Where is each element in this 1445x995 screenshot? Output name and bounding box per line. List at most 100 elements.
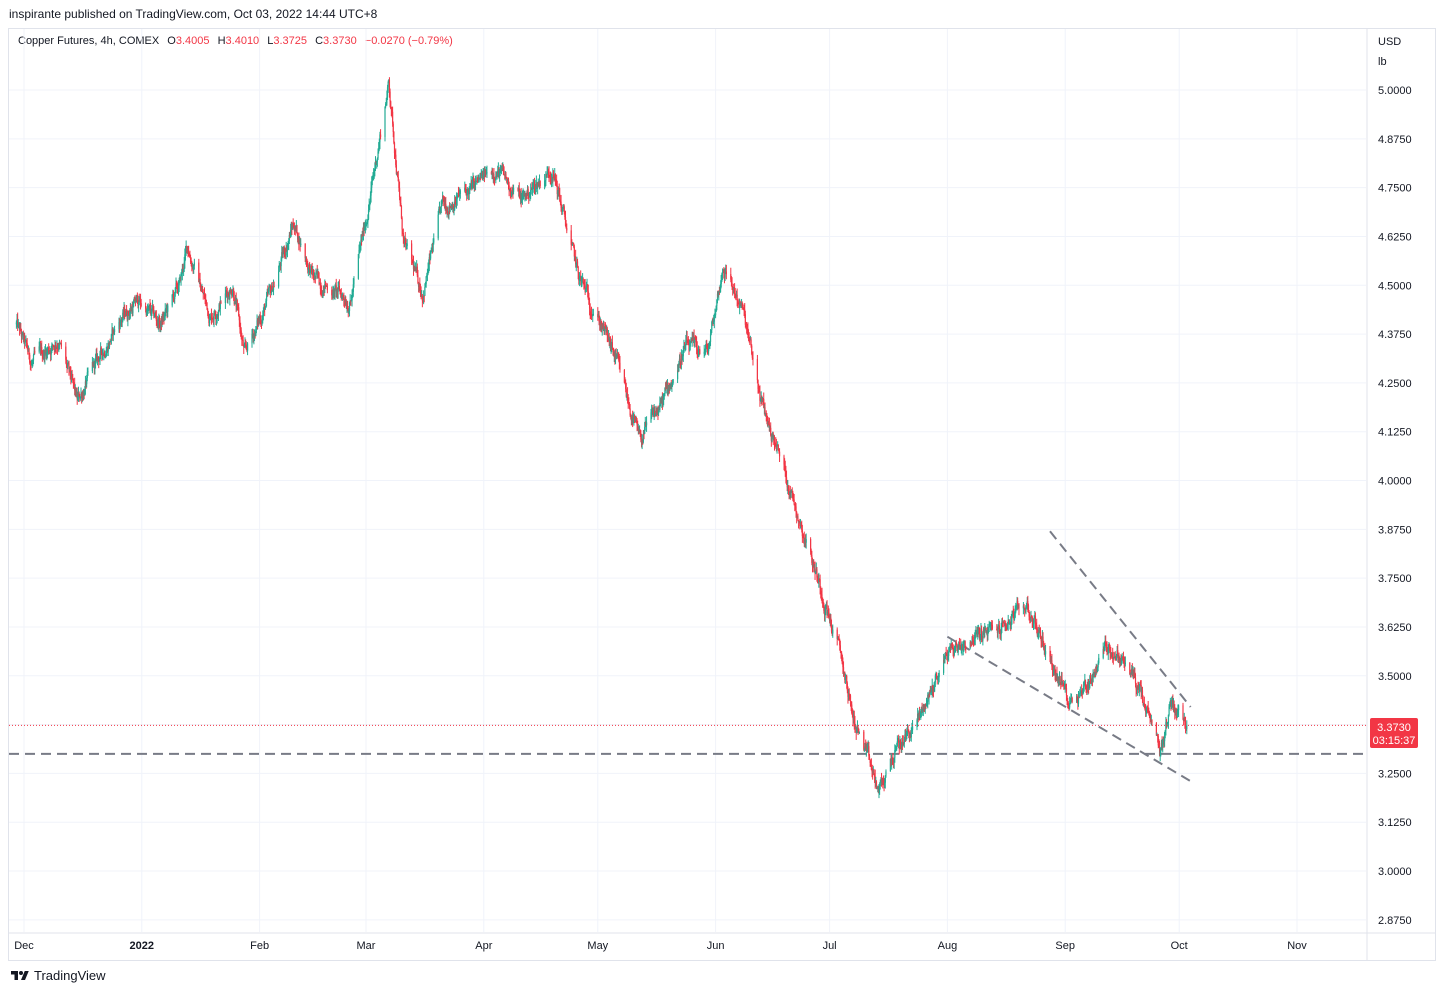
candle-body (43, 352, 45, 358)
candle-body (25, 340, 28, 343)
candle-body (1029, 618, 1031, 621)
candle-body (979, 634, 981, 640)
candle-body (818, 578, 820, 583)
candle-body (597, 313, 599, 318)
candle-body (638, 429, 640, 433)
candle-body (636, 420, 638, 426)
candle-body (561, 208, 563, 211)
candle-body (635, 420, 638, 422)
candle-body (598, 314, 600, 322)
candle-body (32, 355, 35, 361)
candle-body (981, 635, 983, 641)
candle-body (776, 445, 778, 447)
candle-body (233, 289, 235, 298)
candle-body (19, 328, 21, 331)
candle-body (1158, 745, 1160, 747)
candle-body (637, 429, 639, 431)
candle-body (1000, 633, 1002, 635)
candle-body (721, 272, 724, 274)
candle-body (817, 579, 819, 583)
candle-body (27, 348, 30, 352)
candle-body (924, 705, 926, 710)
candle-body (775, 443, 777, 446)
candle-body (319, 283, 321, 289)
candle-body (433, 238, 435, 243)
candle-body (1165, 721, 1167, 731)
candle-body (671, 385, 673, 388)
candle-body (466, 190, 468, 196)
candle-body (289, 234, 291, 238)
candle-body (207, 310, 209, 319)
candle-body (70, 373, 72, 380)
candle-body (1142, 699, 1144, 705)
candle-body (342, 295, 344, 298)
candle-body (731, 283, 733, 288)
candle-body (908, 733, 910, 738)
candle-body (431, 248, 433, 251)
candle-body (189, 257, 192, 263)
candle-body (167, 305, 169, 312)
candle-body (146, 309, 149, 311)
candle-body (1164, 730, 1166, 733)
candle-body (298, 240, 301, 244)
candle-body (911, 726, 914, 730)
candle-body (485, 173, 487, 175)
candle-body (396, 174, 398, 176)
candle-body (788, 488, 790, 493)
candle-body (670, 385, 672, 388)
candle-body (639, 431, 641, 435)
footer-brand[interactable]: TradingView (10, 968, 106, 983)
candle-body (690, 338, 693, 342)
candle-body (1070, 699, 1072, 703)
candle-body (1053, 668, 1056, 670)
candle-body (151, 308, 153, 310)
candle-body (192, 266, 194, 270)
candle-body (529, 195, 531, 197)
candle-body (550, 178, 553, 181)
candle-body (293, 226, 295, 229)
candle-body (837, 637, 839, 639)
price-axis: 5.00004.87504.75004.62504.50004.37504.25… (1378, 85, 1412, 927)
candle-body (331, 295, 334, 299)
candle-body (183, 269, 185, 271)
candle-body (552, 174, 555, 177)
candle-body (15, 322, 17, 325)
candle-body (332, 292, 334, 299)
candle-body (29, 354, 31, 363)
candle-body (447, 210, 449, 213)
candle-body (566, 228, 568, 231)
candle-body (557, 190, 560, 192)
candle-body (1115, 657, 1117, 659)
candle-body (784, 464, 786, 466)
candle-body (128, 312, 130, 316)
candle-body (894, 749, 896, 758)
candle-body (868, 755, 871, 761)
candle-body (500, 167, 503, 170)
candle-body (519, 194, 522, 199)
candle-body (934, 682, 936, 685)
candle-body (1082, 690, 1084, 693)
candle-body (847, 690, 849, 697)
candle-body (335, 285, 337, 289)
candle-body (1098, 657, 1100, 663)
candle-body (1081, 691, 1083, 693)
candle-body (548, 172, 550, 176)
candle-body (521, 195, 524, 199)
candle-body (340, 292, 342, 299)
candle-body (451, 205, 453, 210)
candle-body (432, 242, 434, 252)
candle-body (201, 290, 203, 292)
candle-body (630, 417, 632, 421)
symbol-name[interactable]: Copper Futures, 4h, COMEX (18, 35, 160, 47)
candle-body (337, 286, 339, 292)
candle-body (750, 339, 752, 346)
candle-body (796, 512, 798, 517)
x-tick-label: Jun (707, 940, 725, 952)
candle-body (1017, 600, 1019, 607)
candle-body (609, 338, 612, 348)
candle-body (335, 285, 337, 292)
candle-body (150, 309, 152, 314)
candle-body (47, 347, 49, 352)
candle-body (1055, 675, 1057, 679)
